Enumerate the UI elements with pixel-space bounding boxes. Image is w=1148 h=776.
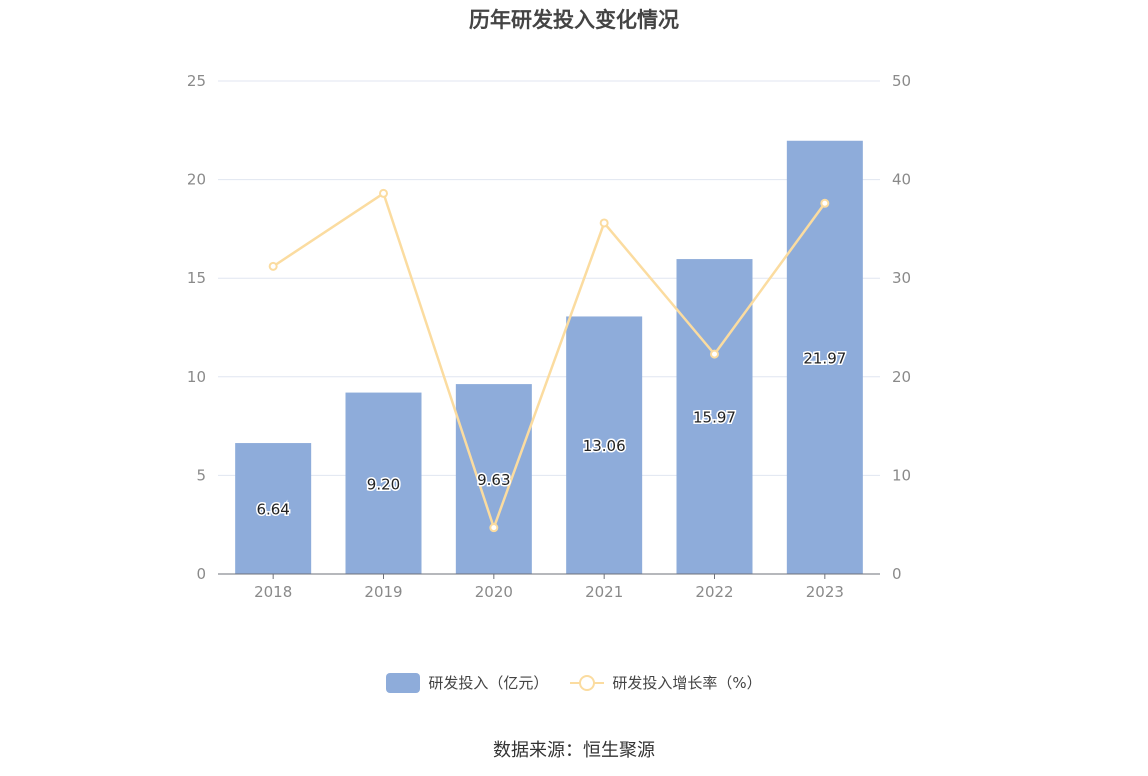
chart-title: 历年研发投入变化情况 [469,8,679,32]
growth-rate-point-2022[interactable] [710,349,719,359]
y-left-tick-label: 20 [187,171,206,189]
legend-line-swatch [570,673,605,693]
y-right-tick-label: 40 [892,171,911,189]
growth-rate-point-2018[interactable] [268,261,278,271]
bar-value-label: 21.97 [803,349,846,367]
bar-series [235,140,863,575]
source-note: 数据来源：恒生聚源 [493,740,655,761]
y-left-tick-label: 0 [196,565,206,583]
legend-item-rd-investment[interactable]: 研发投入（亿元） [386,672,548,693]
growth-rate-point-2023[interactable] [820,198,830,208]
y-right-tick-label: 50 [892,72,911,90]
x-tick-label: 2018 [254,583,292,601]
axes: 0 5 10 15 20 25 0 10 20 30 40 50 2018 2019 2020 2021 202… [187,72,911,601]
bar-2018[interactable] [235,443,312,574]
legend-label-growth-rate: 研发投入增长率（%） [612,674,762,692]
bar-value-label: 15.97 [693,409,736,427]
y-left-tick-label: 15 [187,269,206,287]
y-left-tick-label: 10 [187,368,206,386]
y-left-tick-label: 5 [196,466,206,484]
y-left-tick-label: 25 [187,72,206,90]
growth-rate-line [272,192,826,529]
grid-lines [218,80,880,476]
bar-2020[interactable] [455,384,532,574]
bar-2023[interactable] [786,140,863,575]
x-tick-label: 2020 [475,583,513,601]
y-right-tick-label: 0 [892,565,902,583]
y-right-tick-label: 30 [892,269,911,287]
legend-bar-swatch [386,672,421,693]
data-labels: 6.64 9.20 9.63 13.06 15.97 21.97 [255,348,848,520]
growth-rate-point-2020[interactable] [489,523,499,533]
legend-label-rd-investment: 研发投入（亿元） [428,674,549,692]
y-right-tick-label: 20 [892,368,911,386]
growth-rate-point-2021[interactable] [599,218,609,228]
bar-value-label: 9.63 [477,471,510,489]
growth-rate-point-2019[interactable] [379,188,388,198]
bar-value-label: 6.64 [256,501,289,519]
x-tick-label: 2022 [695,583,733,601]
x-tick-label: 2023 [806,583,844,601]
bar-2019[interactable] [345,392,422,574]
bar-value-label: 13.06 [583,437,626,455]
bar-value-label: 9.20 [367,475,400,493]
x-tick-label: 2021 [585,583,623,601]
y-right-tick-label: 10 [892,466,911,484]
legend: 研发投入（亿元） 研发投入增长率（%） [0,672,1148,693]
legend-item-growth-rate[interactable]: 研发投入增长率（%） [570,672,762,693]
line-series [268,188,830,533]
bar-2021[interactable] [566,316,643,574]
x-tick-label: 2019 [364,583,402,601]
bar-2022[interactable] [676,259,753,574]
